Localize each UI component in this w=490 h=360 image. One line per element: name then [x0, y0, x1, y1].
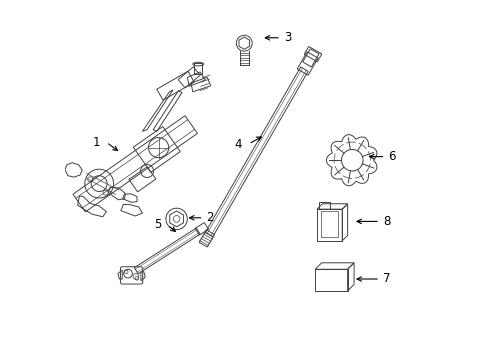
Text: 6: 6: [388, 150, 396, 163]
Text: 8: 8: [383, 215, 390, 228]
Text: 5: 5: [154, 219, 161, 231]
Text: 2: 2: [206, 211, 214, 224]
Text: 1: 1: [93, 136, 100, 149]
Text: 4: 4: [235, 138, 242, 150]
Text: 3: 3: [284, 31, 291, 44]
Text: 7: 7: [383, 273, 391, 285]
